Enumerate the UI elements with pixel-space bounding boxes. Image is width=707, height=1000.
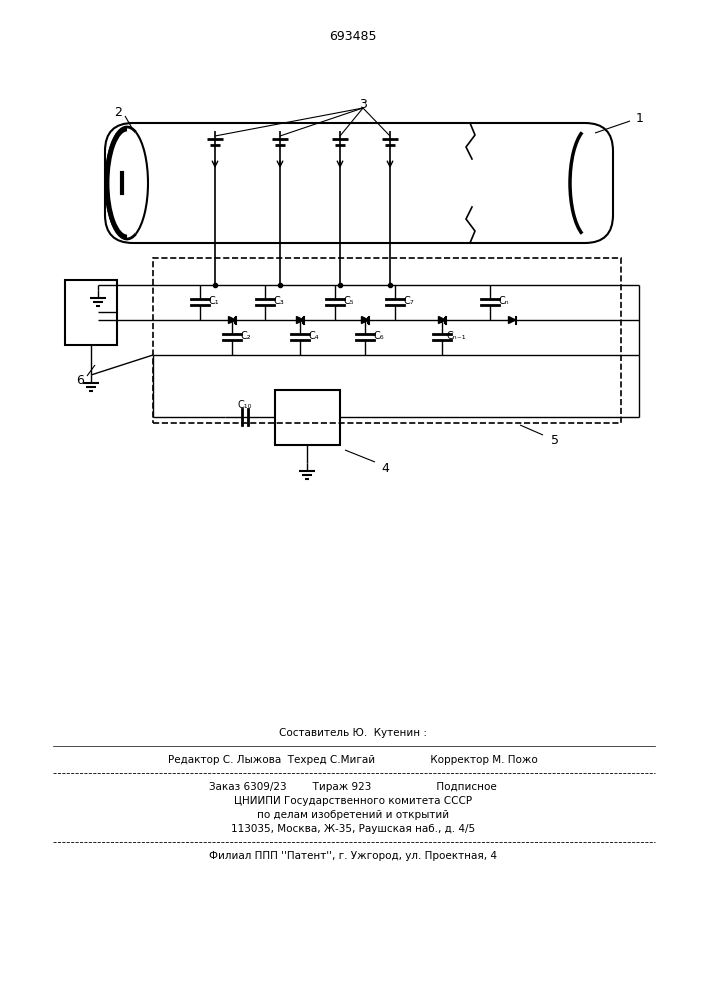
Text: Составитель Ю.  Кутенин :: Составитель Ю. Кутенин : [279, 728, 427, 738]
Text: C₄: C₄ [309, 331, 320, 341]
Text: 5: 5 [551, 434, 559, 446]
Polygon shape [363, 318, 368, 322]
Text: 3: 3 [359, 99, 367, 111]
Text: ЦНИИПИ Государственного комитета СССР: ЦНИИПИ Государственного комитета СССР [234, 796, 472, 806]
Polygon shape [440, 318, 445, 322]
Text: 1: 1 [636, 111, 644, 124]
Polygon shape [508, 316, 515, 324]
Polygon shape [230, 318, 235, 322]
Text: C₁₀: C₁₀ [238, 400, 252, 410]
Polygon shape [438, 316, 445, 324]
Text: 2: 2 [114, 105, 122, 118]
Text: 113035, Москва, Ж-35, Раушская наб., д. 4/5: 113035, Москва, Ж-35, Раушская наб., д. … [231, 824, 475, 834]
Text: C₇: C₇ [404, 296, 414, 306]
Text: Заказ 6309/23        Тираж 923                    Подписное: Заказ 6309/23 Тираж 923 Подписное [209, 782, 497, 792]
Polygon shape [298, 318, 303, 322]
Text: C₂: C₂ [240, 331, 251, 341]
Bar [65, 280, 117, 345]
Text: 4: 4 [381, 462, 389, 475]
Text: Cₙ₋₁: Cₙ₋₁ [446, 331, 466, 341]
Text: C₆: C₆ [374, 331, 385, 341]
Polygon shape [296, 316, 303, 324]
Text: C₃: C₃ [274, 296, 284, 306]
Text: C₁: C₁ [209, 296, 219, 306]
Bar [153, 258, 621, 423]
Polygon shape [361, 316, 368, 324]
Text: C₅: C₅ [344, 296, 354, 306]
Text: 6: 6 [76, 373, 84, 386]
Text: Филиал ППП ''Патент'', г. Ужгород, ул. Проектная, 4: Филиал ППП ''Патент'', г. Ужгород, ул. П… [209, 851, 497, 861]
Text: 693485: 693485 [329, 29, 377, 42]
Text: Редактор С. Лыжова  Техред С.Мигай                 Корректор М. Пожо: Редактор С. Лыжова Техред С.Мигай Коррек… [168, 755, 538, 765]
Bar [275, 390, 340, 445]
Text: по делам изобретений и открытий: по делам изобретений и открытий [257, 810, 449, 820]
Text: Cₙ: Cₙ [498, 296, 509, 306]
Polygon shape [228, 316, 235, 324]
